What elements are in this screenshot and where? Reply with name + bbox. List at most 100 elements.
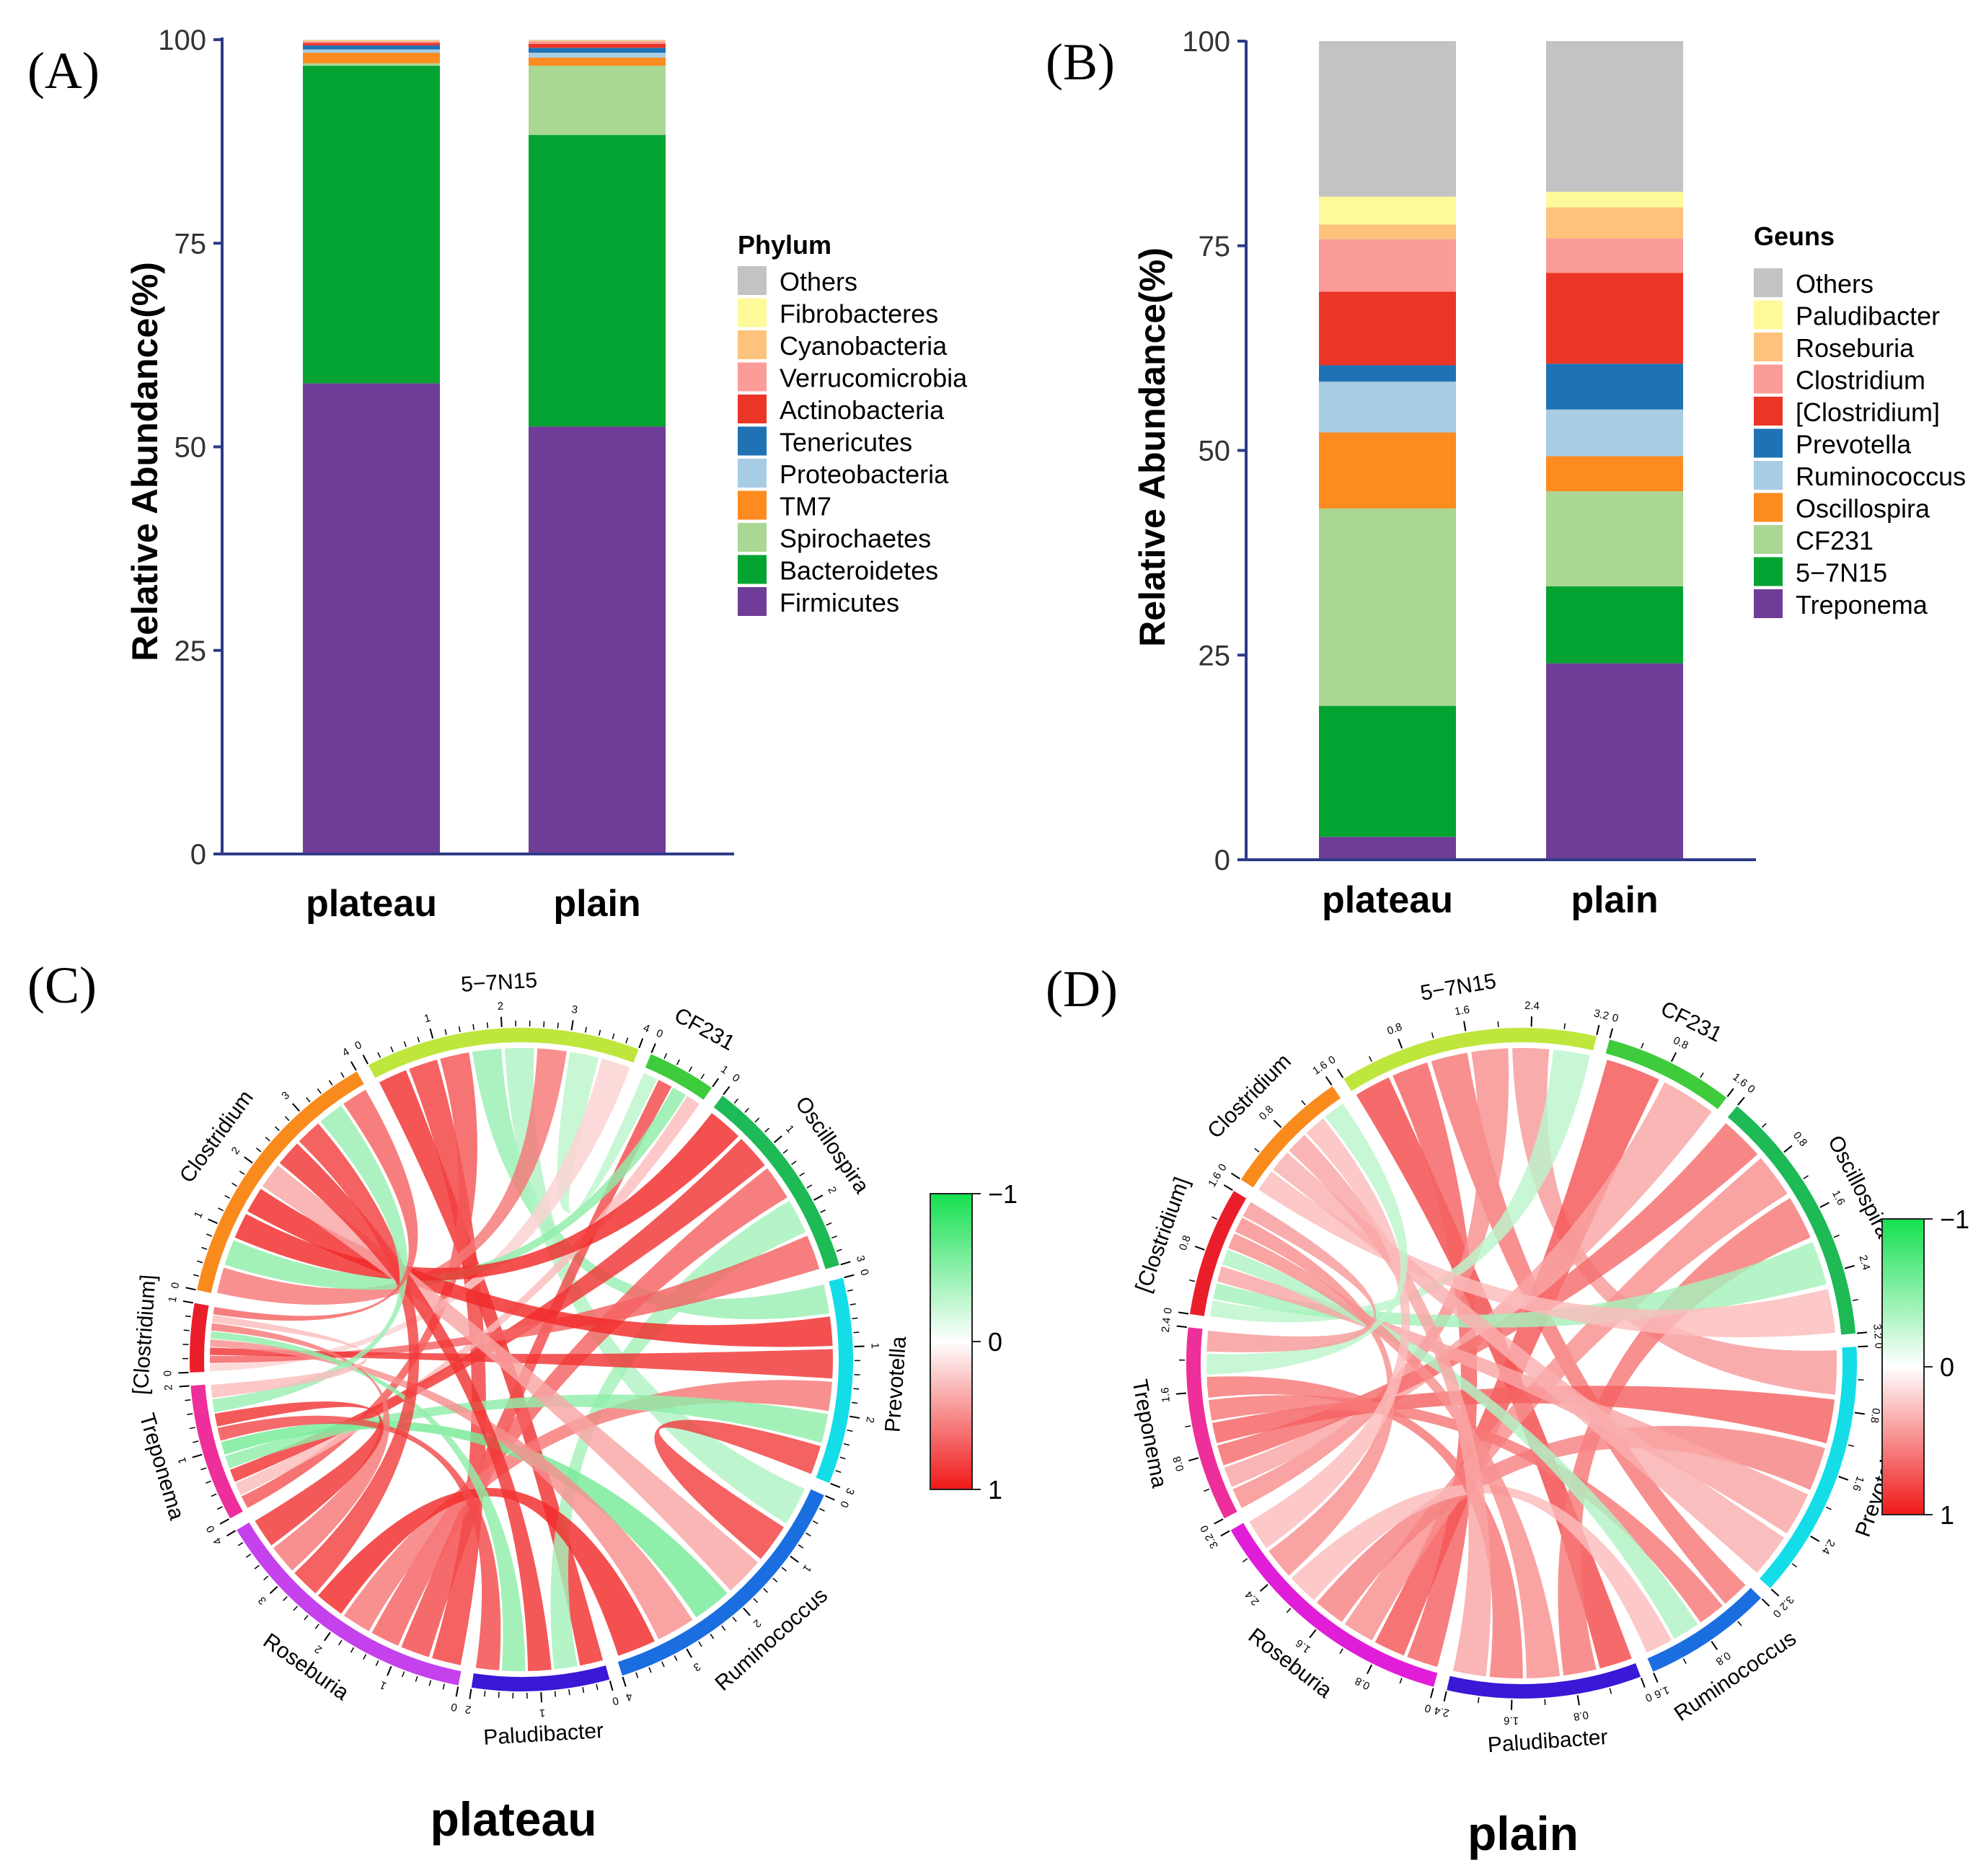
sector-minor-tick	[263, 1575, 269, 1580]
sector-minor-tick	[1242, 1558, 1248, 1563]
sector-minor-tick	[390, 1046, 394, 1052]
sector-arc	[713, 1096, 839, 1269]
bar-segment-plateau-3	[303, 53, 440, 63]
colorbar-label: 0	[988, 1327, 1002, 1357]
sector-tick-label: 0	[1611, 1011, 1620, 1025]
sector-minor-tick	[596, 1683, 599, 1691]
sector-minor-tick	[839, 1456, 846, 1460]
sector-minor-tick	[753, 1598, 759, 1603]
y-tick-label: 75	[175, 228, 207, 260]
sector-name-label: Oscillospira	[790, 1092, 873, 1198]
bar-segment-plateau-5	[1319, 365, 1456, 382]
sector-minor-tick	[200, 1467, 207, 1471]
y-tick-label: 50	[1199, 436, 1231, 467]
chord-link	[1217, 1266, 1809, 1534]
sector-major-tick	[743, 1607, 751, 1616]
sector-minor-tick	[224, 1194, 231, 1199]
sector-arc	[816, 1277, 854, 1484]
sector-tick-label: 0	[1326, 1054, 1338, 1067]
sector-tick-label: 1.6	[1159, 1387, 1173, 1403]
sector-major-tick	[269, 1585, 278, 1594]
sector-tick-label: 1.6	[1206, 1170, 1224, 1189]
chord-link	[1235, 1217, 1395, 1576]
chord-link	[221, 1420, 728, 1618]
bar-segment-plateau-7	[1319, 239, 1456, 292]
sector-tick-label: 1	[718, 1063, 731, 1077]
sector-major-tick	[469, 1688, 472, 1699]
sector-tick-label: 0	[1162, 1307, 1175, 1315]
chord-link	[211, 1323, 390, 1571]
chord-link	[371, 1168, 787, 1646]
sector-minor-tick	[274, 1126, 280, 1132]
sector-minor-tick	[554, 1691, 557, 1697]
sector-tick-label: 0	[1745, 1083, 1757, 1096]
chord-link	[247, 1189, 833, 1347]
bar-segment-plateau-2	[1319, 508, 1456, 706]
legend-swatch	[738, 330, 767, 359]
bar-segment-plateau-8	[303, 40, 440, 42]
sector-major-tick	[1854, 1412, 1865, 1415]
chord-link	[209, 1236, 820, 1363]
sector-arc	[1605, 1039, 1727, 1109]
sector-minor-tick	[284, 1116, 290, 1122]
sector-minor-tick	[1803, 1175, 1809, 1180]
sector-minor-tick	[254, 1564, 260, 1569]
legend-swatch	[738, 266, 767, 295]
sector-major-tick	[773, 1135, 782, 1143]
sector-major-tick	[182, 1300, 193, 1304]
sector-minor-tick	[1497, 1021, 1499, 1028]
sector-major-tick	[813, 1194, 824, 1201]
sector-tick-label: 1	[378, 1678, 388, 1692]
sector-arc	[1447, 1663, 1641, 1699]
sector-minor-tick	[836, 1249, 842, 1252]
legend-swatch	[1754, 364, 1783, 394]
legend-swatch	[1754, 333, 1783, 361]
sector-major-tick	[849, 1415, 860, 1419]
chord-link	[1291, 1484, 1672, 1653]
sector-major-tick	[1737, 1096, 1745, 1106]
sector-name-label: [Clostridium]	[129, 1274, 161, 1396]
sector-major-tick	[1259, 1584, 1268, 1592]
sector-name-label: CF231	[1657, 997, 1726, 1047]
chord-link	[210, 1347, 833, 1379]
sector-minor-tick	[1301, 1100, 1306, 1106]
legend-swatch	[738, 362, 767, 392]
bar-chart-genus: Relative Abundance(%) 0 25 50 75 100 plateau…	[1132, 26, 1966, 921]
sector-major-tick	[840, 1261, 851, 1266]
sector-major-tick	[638, 1038, 644, 1049]
sector-minor-tick	[764, 1127, 769, 1133]
legend-swatch	[1754, 428, 1783, 458]
bar-segment-plain-0	[529, 426, 666, 854]
chord-link	[224, 1087, 687, 1290]
sector-tick-label: 4	[641, 1022, 651, 1036]
sector-tick-label: 0	[654, 1027, 664, 1041]
panel-label-c: (C)	[27, 956, 97, 1014]
sector-tick-label: 3.2	[1203, 1531, 1221, 1551]
sector-minor-tick	[314, 1624, 319, 1629]
sector-tick-label: 0	[730, 1072, 742, 1085]
legend-label: Prevotella	[1796, 430, 1912, 459]
sector-major-tick	[1844, 1264, 1855, 1269]
y-tick-label: 0	[1214, 845, 1230, 876]
sector-arc	[1190, 1191, 1247, 1316]
sector-minor-tick	[1185, 1425, 1191, 1428]
sector-minor-tick	[1431, 1032, 1434, 1039]
sector-minor-tick	[733, 1098, 738, 1104]
sector-tick-label: 0	[1198, 1523, 1212, 1534]
sector-tick-label: 4	[340, 1046, 352, 1060]
x-category-label: plateau	[306, 883, 437, 925]
chord-title: plain	[1468, 1807, 1579, 1860]
bar-segment-plain-2	[1546, 491, 1683, 586]
legend-title: Phylum	[738, 230, 831, 260]
sector-minor-tick	[183, 1329, 190, 1331]
chord-link	[210, 1058, 630, 1372]
colorbar-gradient	[1881, 1218, 1925, 1515]
sector-tick-label: 0	[1872, 1342, 1884, 1349]
sector-major-tick	[500, 1016, 503, 1027]
sector-name-label: Paludibacter	[1487, 1725, 1609, 1757]
legend-label: [Clostridium]	[1796, 397, 1940, 427]
sector-major-tick	[1653, 1673, 1659, 1683]
chord-link	[1209, 1049, 1590, 1323]
sector-minor-tick	[350, 1647, 355, 1653]
